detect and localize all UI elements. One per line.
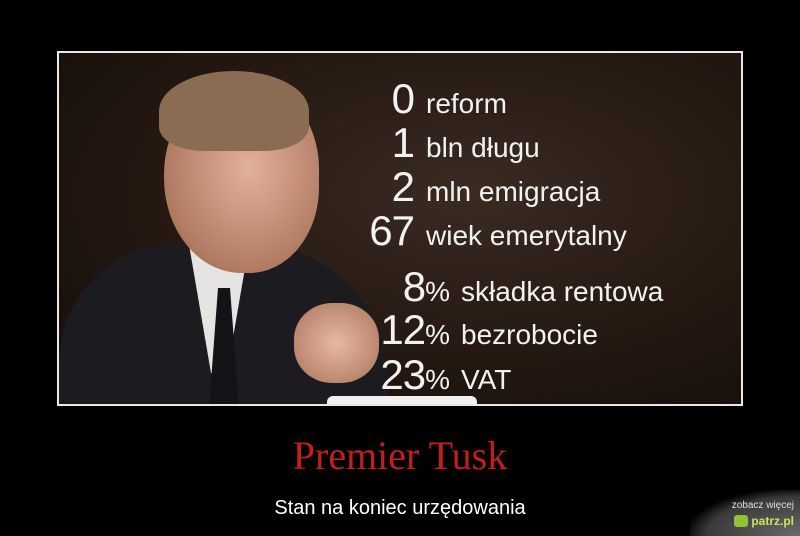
stat-label: bln długu: [426, 132, 540, 163]
stat-label: składka rentowa: [461, 276, 664, 307]
person-hair: [159, 71, 309, 151]
watermark-brand: patrz.pl: [734, 514, 794, 528]
person-hand: [294, 303, 379, 383]
poster-subtitle: Stan na koniec urzędowania: [274, 497, 526, 519]
stat-value: 12: [380, 306, 426, 353]
stat-label: mln emigracja: [426, 176, 601, 207]
stat-row: 23% VAT: [59, 351, 511, 399]
eye-logo-icon: [734, 515, 749, 527]
watermark-brand-text: patrz.pl: [751, 514, 794, 528]
stat-label: VAT: [461, 364, 512, 395]
stat-label: reform: [426, 88, 507, 119]
stat-value: 0: [391, 75, 415, 122]
stat-unit: %: [425, 276, 450, 307]
stat-value: 8: [402, 263, 426, 310]
stat-row: 2 mln emigracja: [59, 163, 601, 211]
stat-label: wiek emerytalny: [426, 220, 627, 251]
stat-value: 67: [369, 207, 415, 254]
frame-tab: [327, 396, 477, 404]
stat-row: 67 wiek emerytalny: [59, 207, 627, 255]
stat-value: 2: [391, 163, 415, 210]
poster-photo: 0 reform 1 bln długu 2 mln emigracja 67 wiek…: [57, 51, 743, 406]
stat-row: 8% składka rentowa: [59, 263, 664, 311]
stat-label: bezrobocie: [461, 319, 598, 350]
stat-row: 12% bezrobocie: [59, 306, 598, 354]
stat-value: 1: [391, 119, 415, 166]
stat-unit: %: [425, 364, 450, 395]
watermark-link[interactable]: zobacz więcej patrz.pl: [690, 490, 800, 536]
poster-title: Premier Tusk: [292, 433, 508, 478]
stat-unit: %: [425, 319, 450, 350]
stat-value: 23: [380, 351, 426, 398]
stat-row: 1 bln długu: [59, 119, 540, 167]
stat-row: 0 reform: [59, 75, 507, 123]
watermark-text: zobacz więcej: [731, 500, 794, 511]
